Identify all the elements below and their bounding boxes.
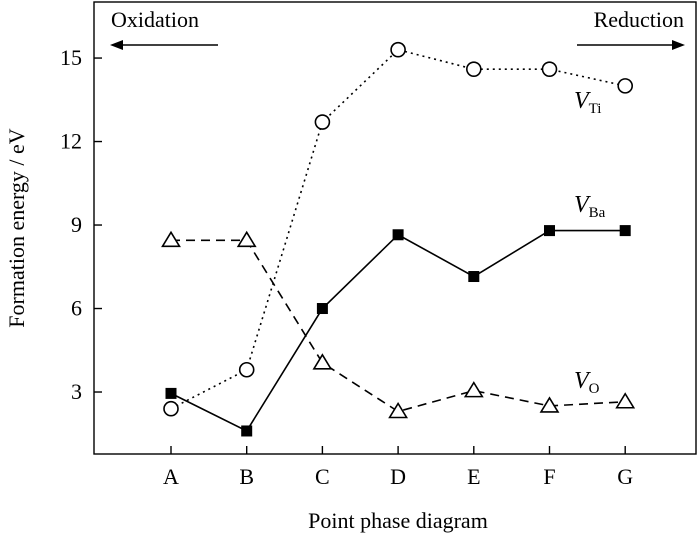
x-tick-label-B: B xyxy=(239,464,254,489)
point-v-o-B xyxy=(236,230,257,248)
series-line-v-ba xyxy=(170,229,626,433)
point-v-o-G xyxy=(615,392,636,409)
point-v-ba-F xyxy=(544,225,555,237)
x-axis-label: Point phase diagram xyxy=(308,508,488,533)
series-line-v-ti xyxy=(170,48,626,410)
y-axis-ticks: 3 6 9 12 15 xyxy=(60,45,102,404)
x-tick-label-D: D xyxy=(390,464,406,489)
series-layer xyxy=(161,41,636,437)
series-line-v-o xyxy=(171,239,626,413)
x-tick-label-G: G xyxy=(617,464,633,489)
y-tick-label-12: 12 xyxy=(60,129,82,154)
x-tick-label-C: C xyxy=(315,464,330,489)
point-v-ti-D xyxy=(390,41,406,58)
oxidation-annotation: Oxidation xyxy=(110,7,218,50)
point-v-ba-A xyxy=(165,387,177,399)
series-label-v-ba: VBa xyxy=(574,192,606,221)
point-v-o-A xyxy=(161,230,181,248)
point-v-ti-E xyxy=(465,61,482,77)
point-v-o-F xyxy=(539,396,560,413)
point-v-ba-C xyxy=(316,303,328,315)
series-label-v-ti: VTi xyxy=(574,88,601,117)
point-v-ba-B xyxy=(241,425,253,437)
series-v-o xyxy=(161,230,636,419)
x-tick-label-F: F xyxy=(543,464,555,489)
point-v-o-C xyxy=(312,353,333,370)
point-v-ba-E xyxy=(468,271,480,283)
y-tick-label-9: 9 xyxy=(71,212,82,237)
series-v-ba xyxy=(165,225,631,437)
series-label-v-o: VO xyxy=(574,368,600,397)
y-tick-label-15: 15 xyxy=(60,45,82,70)
point-v-ba-G xyxy=(619,225,631,237)
oxidation-arrowhead xyxy=(110,40,123,50)
point-v-o-E xyxy=(463,381,484,398)
y-tick-label-6: 6 xyxy=(71,296,82,321)
oxidation-label: Oxidation xyxy=(111,7,199,32)
x-axis-ticks: A B C D E F G xyxy=(163,446,633,489)
series-label-sub-v-ti: Ti xyxy=(589,101,602,117)
reduction-label: Reduction xyxy=(594,7,684,32)
point-v-ti-C xyxy=(314,114,331,130)
plot-frame xyxy=(93,1,697,455)
point-v-ti-F xyxy=(541,61,558,77)
x-tick-label-A: A xyxy=(163,464,179,489)
point-v-ti-G xyxy=(617,78,634,94)
y-tick-label-3: 3 xyxy=(71,379,82,404)
point-v-ti-A xyxy=(163,400,179,417)
reduction-arrowhead xyxy=(672,40,685,50)
reduction-annotation: Reduction xyxy=(577,7,685,50)
point-v-ti-B xyxy=(238,361,255,378)
series-label-sub-v-o: O xyxy=(589,381,600,397)
x-tick-label-E: E xyxy=(467,464,480,489)
point-v-ba-D xyxy=(392,229,404,241)
point-v-o-D xyxy=(388,401,409,419)
series-v-ti xyxy=(163,41,634,417)
y-axis-label: Formation energy / eV xyxy=(4,128,29,327)
series-labels: VTi VBa VO xyxy=(574,88,606,397)
series-label-sub-v-ba: Ba xyxy=(589,205,606,221)
